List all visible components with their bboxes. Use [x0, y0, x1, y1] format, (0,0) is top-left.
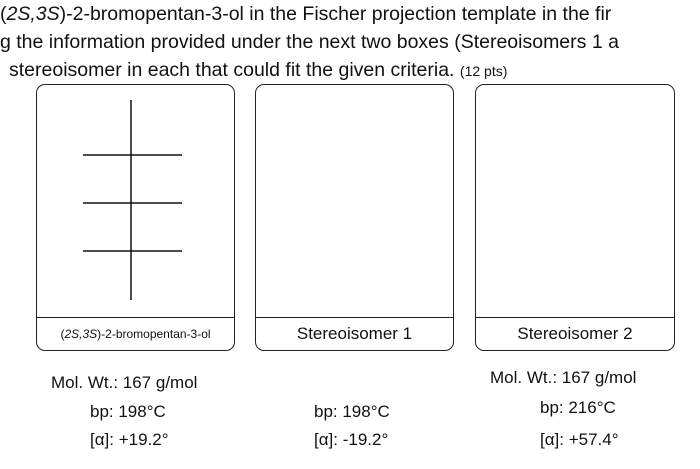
points-label: (12 pts) — [459, 63, 508, 79]
stereoisomer-1-bp: bp: 198°C — [314, 402, 390, 421]
stereoisomer-2-bp: bp: 216°C — [540, 398, 616, 417]
reference-bp: bp: 198°C — [90, 402, 166, 421]
question-line-3-text: stereoisomer in each that could fit the … — [9, 59, 455, 81]
caption-open-paren: ( — [60, 327, 65, 341]
stereoisomer-2-box[interactable]: Stereoisomer 2 — [475, 84, 675, 351]
caption-compound-name: )-2-bromopentan-3-ol — [97, 327, 211, 341]
reference-rotation: [α]: +19.2° — [90, 430, 169, 449]
caption-stereodescriptor: 2S,3S — [64, 327, 98, 341]
question-line-1-text: )-2-bromopentan-3-ol in the Fischer proj… — [59, 3, 612, 25]
question-line-1-open-paren: ( — [0, 3, 7, 25]
stereoisomer-1-caption: Stereoisomer 1 — [256, 317, 453, 350]
question-line-2: g the information provided under the nex… — [0, 31, 619, 53]
stereoisomer-1-rotation: [α]: -19.2° — [314, 430, 389, 449]
stereoisomer-1-box[interactable]: Stereoisomer 1 — [255, 84, 454, 351]
reference-mol-wt: Mol. Wt.: 167 g/mol — [51, 373, 198, 392]
stereoisomer-2-mol-wt: Mol. Wt.: 167 g/mol — [490, 368, 637, 387]
template-box-reference-caption: (2S,3S)-2-bromopentan-3-ol — [37, 317, 234, 350]
fischer-projection-template — [83, 100, 182, 300]
template-box-reference: (2S,3S)-2-bromopentan-3-ol — [36, 84, 235, 351]
question-line-1: (2S,3S)-2-bromopentan-3-ol in the Fische… — [0, 3, 611, 25]
question-line-3: stereoisomer in each that could fit the … — [9, 59, 507, 82]
stereoisomer-2-caption: Stereoisomer 2 — [476, 317, 674, 350]
question-line-1-stereodescriptor: 2S,3S — [6, 3, 60, 25]
stereoisomer-2-rotation: [α]: +57.4° — [540, 430, 619, 449]
